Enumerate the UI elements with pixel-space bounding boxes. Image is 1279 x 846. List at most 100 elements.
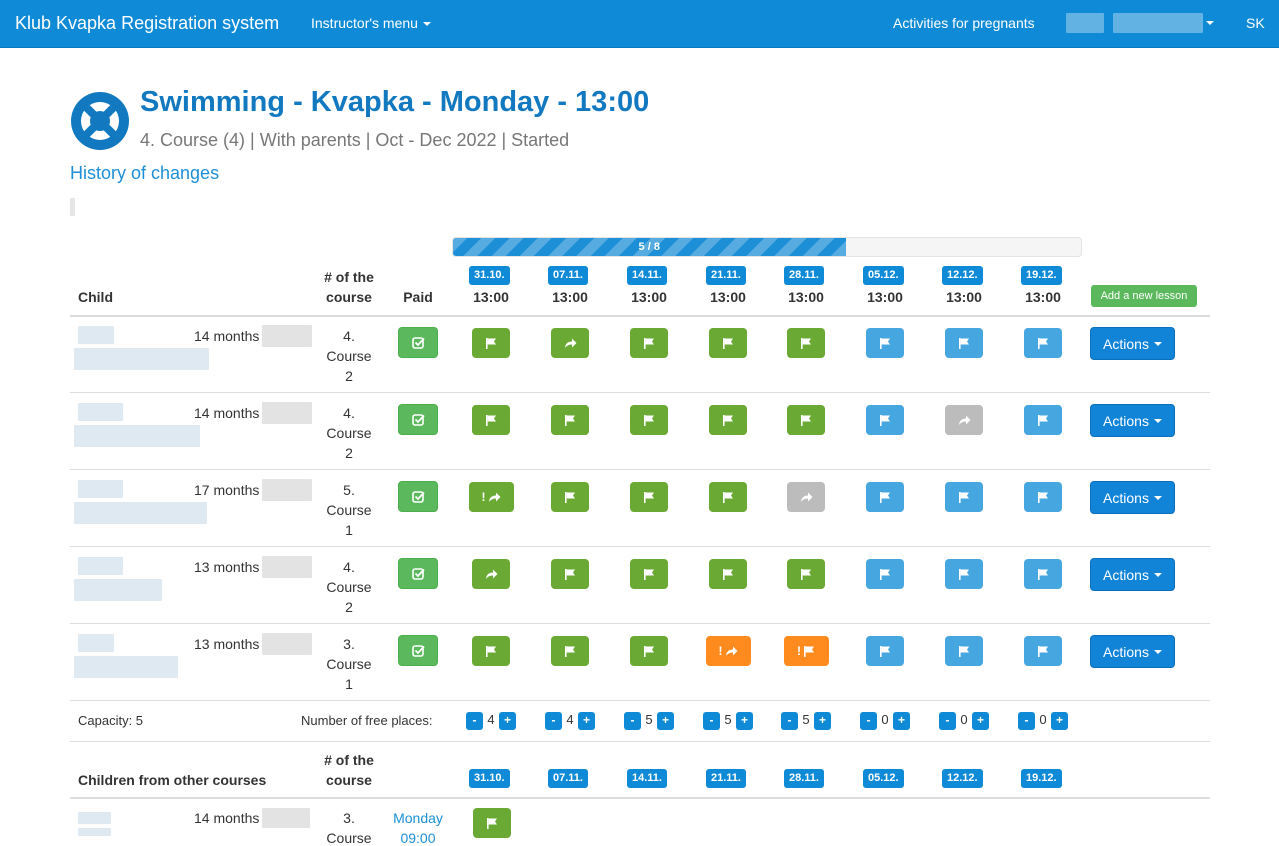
attendance-button[interactable] [630, 328, 668, 358]
attendance-button[interactable] [787, 328, 825, 358]
attendance-button[interactable] [787, 559, 825, 589]
attendance-button[interactable] [945, 328, 983, 358]
warning-mark: ! [797, 644, 801, 658]
attendance-button[interactable] [472, 559, 510, 589]
date-label-8[interactable]: 19.12. [1021, 266, 1062, 285]
brand-link[interactable]: Klub Kvapka Registration system [15, 13, 280, 33]
date-label-2[interactable]: 07.11. [548, 266, 588, 285]
free-minus-button[interactable]: - [545, 712, 562, 730]
paid-toggle-button[interactable] [398, 558, 438, 589]
free-plus-button[interactable]: + [736, 712, 753, 730]
attendance-button[interactable]: ! [705, 636, 751, 666]
attendance-button[interactable] [473, 808, 511, 838]
attendance-button[interactable] [551, 559, 589, 589]
free-plus-button[interactable]: + [499, 712, 516, 730]
free-plus-button[interactable]: + [1051, 712, 1068, 730]
date-label-4[interactable]: 21.11. [706, 266, 746, 285]
instructor-menu[interactable]: Instructor's menu [311, 0, 431, 46]
free-plus-button[interactable]: + [578, 712, 595, 730]
free-minus-button[interactable]: - [466, 712, 483, 730]
attendance-button[interactable] [1024, 405, 1062, 435]
other-course-time-link[interactable]: 09:00 [400, 830, 436, 846]
attendance-button[interactable] [630, 636, 668, 666]
free-minus-button[interactable]: - [1018, 712, 1035, 730]
attendance-button[interactable] [1024, 636, 1062, 666]
attendance-button[interactable] [866, 482, 904, 512]
attendance-button[interactable]: ! [468, 482, 514, 512]
paid-toggle-button[interactable] [398, 481, 438, 512]
free-minus-button[interactable]: - [703, 712, 720, 730]
other-date-label-6[interactable]: 05.12. [863, 769, 904, 788]
other-date-label-4[interactable]: 21.11. [706, 769, 746, 788]
free-plus-button[interactable]: + [972, 712, 989, 730]
date-label-6[interactable]: 05.12. [863, 266, 904, 285]
attendance-button[interactable] [709, 482, 747, 512]
paid-toggle-button[interactable] [398, 404, 438, 435]
attendance-button[interactable] [551, 405, 589, 435]
attendance-button[interactable] [1024, 482, 1062, 512]
flag-icon [485, 337, 497, 349]
attendance-button[interactable] [787, 482, 825, 512]
attendance-button[interactable] [945, 636, 983, 666]
actions-button[interactable]: Actions [1090, 327, 1175, 360]
free-places-value: 5 [724, 712, 732, 727]
attendance-button[interactable] [630, 559, 668, 589]
attendance-button[interactable] [945, 482, 983, 512]
paid-toggle-button[interactable] [398, 635, 438, 666]
date-label-5[interactable]: 28.11. [784, 266, 824, 285]
attendance-button[interactable] [945, 405, 983, 435]
other-date-label-1[interactable]: 31.10. [469, 769, 510, 788]
attendance-button[interactable] [551, 636, 589, 666]
other-child-age: 14 months [194, 810, 260, 826]
actions-button[interactable]: Actions [1090, 404, 1175, 437]
attendance-button[interactable] [1024, 328, 1062, 358]
attendance-button[interactable] [787, 405, 825, 435]
date-label-7[interactable]: 12.12. [942, 266, 983, 285]
other-date-label-2[interactable]: 07.11. [548, 769, 588, 788]
warning-mark: ! [481, 490, 486, 504]
attendance-button[interactable] [551, 482, 589, 512]
free-minus-button[interactable]: - [939, 712, 956, 730]
attendance-button[interactable] [472, 405, 510, 435]
free-plus-button[interactable]: + [657, 712, 674, 730]
free-minus-button[interactable]: - [624, 712, 641, 730]
other-date-label-8[interactable]: 19.12. [1021, 769, 1062, 788]
add-lesson-button[interactable]: Add a new lesson [1091, 285, 1197, 307]
history-link[interactable]: History of changes [70, 163, 220, 183]
attendance-button[interactable] [709, 405, 747, 435]
course-number: 4. [343, 328, 355, 344]
attendance-button[interactable] [472, 636, 510, 666]
other-date-label-7[interactable]: 12.12. [942, 769, 983, 788]
other-date-label-3[interactable]: 14.11. [627, 769, 667, 788]
date-label-3[interactable]: 14.11. [627, 266, 667, 285]
paid-toggle-button[interactable] [398, 327, 438, 358]
flag-icon [722, 568, 734, 580]
row-divider [70, 700, 1210, 701]
attendance-button[interactable] [866, 559, 904, 589]
date-label-1[interactable]: 31.10. [469, 266, 510, 285]
actions-button[interactable]: Actions [1090, 481, 1175, 514]
attendance-button[interactable] [1024, 559, 1062, 589]
actions-button[interactable]: Actions [1090, 635, 1175, 668]
time-label-5: 13:00 [788, 289, 824, 305]
attendance-button[interactable] [866, 636, 904, 666]
language-switch[interactable]: SK [1246, 15, 1265, 31]
free-minus-button[interactable]: - [860, 712, 877, 730]
activities-for-pregnants-link[interactable]: Activities for pregnants [893, 15, 1035, 31]
attendance-button[interactable]: ! [783, 636, 829, 666]
free-minus-button[interactable]: - [781, 712, 798, 730]
attendance-button[interactable] [945, 559, 983, 589]
free-plus-button[interactable]: + [814, 712, 831, 730]
attendance-button[interactable] [709, 328, 747, 358]
attendance-button[interactable] [866, 328, 904, 358]
attendance-button[interactable] [551, 328, 589, 358]
other-date-label-5[interactable]: 28.11. [784, 769, 824, 788]
free-plus-button[interactable]: + [893, 712, 910, 730]
attendance-button[interactable] [630, 482, 668, 512]
other-course-day-link[interactable]: Monday [393, 810, 443, 826]
attendance-button[interactable] [630, 405, 668, 435]
attendance-button[interactable] [472, 328, 510, 358]
actions-button[interactable]: Actions [1090, 558, 1175, 591]
attendance-button[interactable] [709, 559, 747, 589]
attendance-button[interactable] [866, 405, 904, 435]
